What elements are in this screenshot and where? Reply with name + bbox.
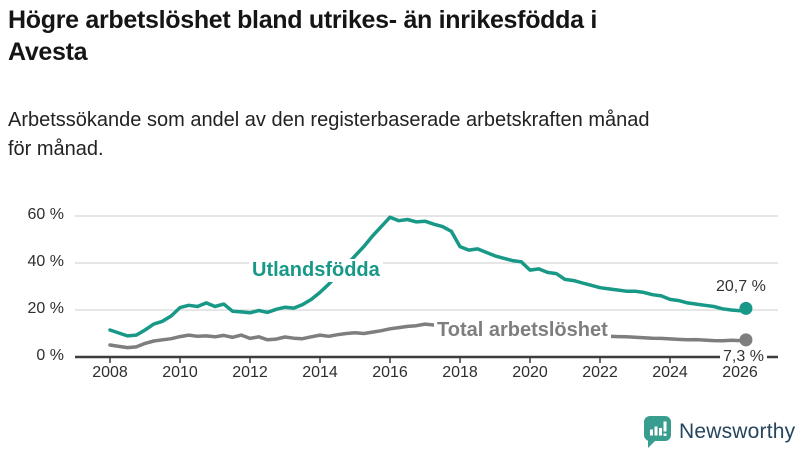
end-value-label-utlandsfodda: 20,7 %	[716, 278, 766, 295]
x-axis-label: 2026	[722, 364, 758, 381]
x-axis-label: 2012	[232, 364, 268, 381]
chart-subtitle-line1: Arbetssökande som andel av den registerb…	[8, 109, 650, 131]
y-axis-label: 20 %	[27, 300, 64, 317]
chart-title-line2: Avesta	[8, 38, 88, 66]
x-axis-label: 2022	[582, 364, 618, 381]
y-axis-label: 40 %	[27, 253, 64, 270]
series-label-total-arbetsloshet: Total arbetslöshet	[434, 319, 611, 342]
chart-subtitle-line2: för månad.	[8, 138, 104, 160]
x-axis-label: 2010	[162, 364, 198, 381]
x-axis-label: 2016	[372, 364, 408, 381]
x-axis-label: 2020	[512, 364, 548, 381]
x-axis-label: 2024	[652, 364, 688, 381]
x-axis-label: 2008	[92, 364, 128, 381]
series-end-dot	[739, 333, 753, 347]
brand-footer: Newsworthy	[644, 416, 795, 448]
newsworthy-logo-icon	[644, 416, 671, 448]
series-line-total	[108, 322, 748, 350]
chart-title-line1: Högre arbetslöshet bland utrikes- än inr…	[8, 6, 597, 34]
series-end-dot	[739, 301, 753, 315]
y-axis-label: 60 %	[27, 206, 64, 223]
x-axis-label: 2014	[302, 364, 338, 381]
series-line-utlandsfodda	[108, 215, 748, 338]
end-value-label-total: 7,3 %	[720, 348, 767, 366]
chart-title: Högre arbetslöshet bland utrikes- än inr…	[8, 4, 788, 68]
y-axis-label: 0 %	[36, 347, 64, 364]
brand-name: Newsworthy	[679, 420, 796, 443]
x-axis-label: 2018	[442, 364, 478, 381]
chart-subtitle: Arbetssökande som andel av den registerb…	[8, 106, 788, 164]
series-label-utlandsfodda: Utlandsfödda	[249, 259, 383, 282]
